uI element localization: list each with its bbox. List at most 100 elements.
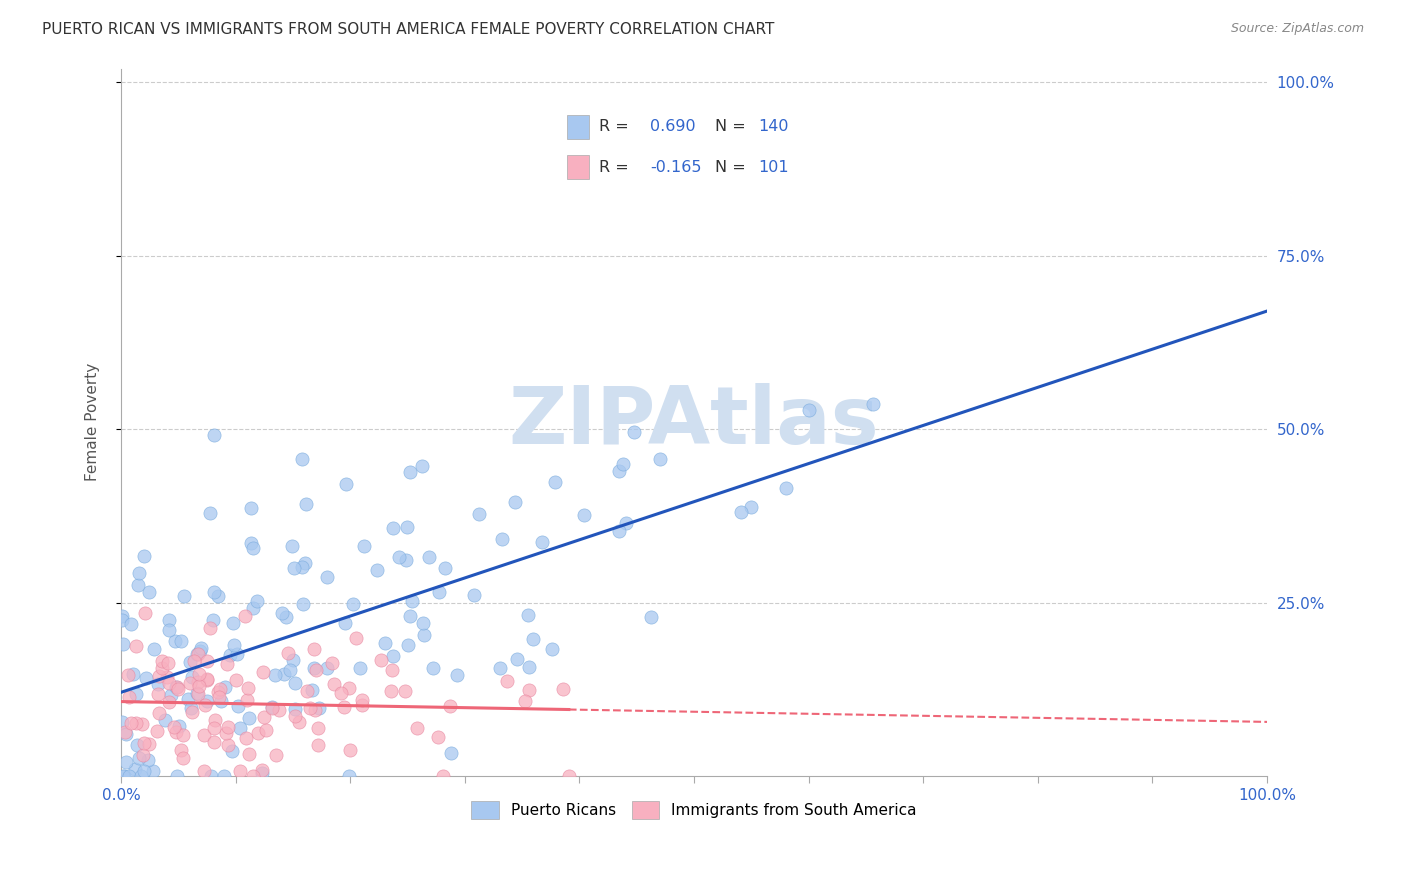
Point	[382, 521, 405, 535]
Point	[194, 698, 217, 712]
Point	[381, 663, 404, 677]
Point	[254, 723, 277, 738]
Point	[129, 769, 152, 783]
Point	[142, 764, 165, 779]
Point	[138, 738, 160, 752]
Point	[217, 720, 239, 734]
Point	[496, 673, 519, 688]
Point	[200, 769, 222, 783]
Point	[128, 566, 150, 580]
Point	[413, 628, 436, 642]
Point	[301, 683, 323, 698]
Point	[217, 739, 239, 753]
Point	[157, 623, 180, 637]
Point	[246, 594, 269, 608]
Point	[134, 607, 156, 621]
Point	[298, 700, 321, 714]
Point	[160, 688, 183, 702]
Point	[172, 728, 194, 742]
Point	[115, 755, 138, 769]
Point	[246, 726, 269, 740]
Point	[111, 769, 134, 783]
Point	[339, 743, 361, 757]
Point	[181, 705, 204, 719]
Point	[468, 507, 491, 521]
Point	[111, 608, 134, 623]
Point	[111, 637, 134, 651]
Point	[775, 481, 797, 495]
Point	[396, 638, 419, 652]
Point	[111, 714, 134, 729]
Point	[120, 715, 142, 730]
Point	[167, 719, 190, 733]
Point	[127, 578, 149, 592]
Point	[177, 691, 200, 706]
Point	[207, 589, 229, 603]
Point	[374, 636, 396, 650]
Point	[531, 535, 554, 549]
Point	[215, 726, 238, 740]
Point	[614, 516, 637, 530]
Point	[125, 687, 148, 701]
Point	[125, 639, 148, 653]
Point	[541, 641, 564, 656]
Point	[180, 701, 202, 715]
Y-axis label: Female Poverty: Female Poverty	[86, 363, 100, 482]
Point	[440, 746, 463, 760]
Point	[399, 609, 422, 624]
Point	[862, 396, 884, 410]
Point	[302, 661, 325, 675]
Point	[153, 713, 176, 727]
Point	[235, 731, 257, 746]
Point	[226, 699, 249, 714]
Point	[190, 641, 212, 656]
Point	[337, 681, 360, 695]
Point	[229, 721, 252, 735]
Point	[186, 647, 208, 661]
Point	[134, 549, 156, 563]
Point	[242, 541, 264, 556]
Point	[304, 642, 326, 657]
Point	[187, 675, 209, 690]
Point	[333, 616, 356, 631]
Point	[276, 610, 298, 624]
Point	[224, 638, 246, 652]
Point	[115, 726, 138, 740]
Point	[152, 661, 174, 675]
Point	[208, 690, 231, 704]
Text: PUERTO RICAN VS IMMIGRANTS FROM SOUTH AMERICA FEMALE POVERTY CORRELATION CHART: PUERTO RICAN VS IMMIGRANTS FROM SOUTH AM…	[42, 22, 775, 37]
Point	[612, 457, 634, 471]
Point	[239, 536, 262, 550]
Point	[426, 730, 449, 744]
Point	[145, 724, 167, 739]
Point	[146, 687, 169, 701]
Point	[799, 403, 821, 417]
Point	[188, 679, 211, 693]
Point	[350, 693, 373, 707]
Point	[238, 747, 260, 761]
Point	[204, 428, 226, 442]
Point	[135, 672, 157, 686]
Point	[202, 722, 225, 736]
Point	[316, 570, 339, 584]
Point	[406, 721, 429, 735]
Point	[609, 524, 631, 538]
Point	[295, 684, 318, 698]
Point	[394, 684, 416, 698]
Point	[304, 703, 326, 717]
Point	[491, 533, 513, 547]
Point	[148, 706, 170, 720]
Point	[506, 652, 529, 666]
Point	[150, 654, 173, 668]
Point	[291, 560, 314, 574]
Point	[148, 669, 170, 683]
Point	[209, 694, 232, 708]
Point	[291, 598, 314, 612]
Point	[146, 676, 169, 690]
Point	[321, 656, 343, 670]
Point	[252, 665, 274, 680]
Point	[422, 661, 444, 675]
Point	[553, 681, 575, 696]
Point	[128, 750, 150, 764]
Point	[214, 680, 236, 694]
